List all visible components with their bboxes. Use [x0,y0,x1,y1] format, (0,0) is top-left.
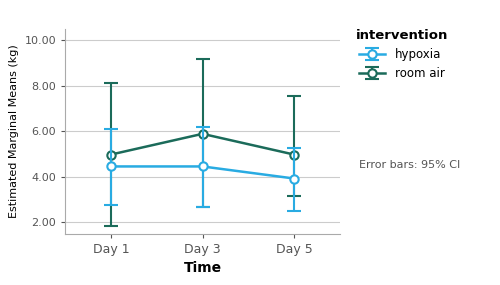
Text: Error bars: 95% CI: Error bars: 95% CI [360,160,460,170]
Legend: hypoxia, room air: hypoxia, room air [351,25,453,85]
X-axis label: Time: Time [184,261,222,275]
Y-axis label: Estimated Marginal Means (kg): Estimated Marginal Means (kg) [9,44,19,218]
